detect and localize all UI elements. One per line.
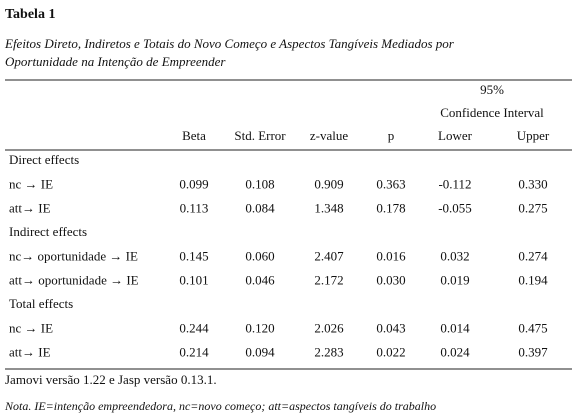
cell: 0.214 xyxy=(179,344,209,359)
column-header: Std. Error xyxy=(234,128,286,143)
row-label: att→ IE xyxy=(9,200,51,215)
cell: 0.016 xyxy=(376,248,406,263)
cell: 0.397 xyxy=(518,344,548,359)
ci-top: 95% xyxy=(480,82,504,97)
cell: 0.275 xyxy=(518,200,547,215)
cell: 0.032 xyxy=(440,248,469,263)
subtitle: Oportunidade na Intenção de Empreender xyxy=(5,54,226,69)
section-label: Indirect effects xyxy=(9,224,87,239)
column-header: Upper xyxy=(517,128,550,143)
cell: 0.084 xyxy=(245,200,275,215)
cell: 0.060 xyxy=(245,248,274,263)
cell: 2.172 xyxy=(314,272,343,287)
row-label: nc→ oportunidade → IE xyxy=(9,248,138,263)
cell: 0.178 xyxy=(376,200,405,215)
cell: 0.330 xyxy=(518,176,547,191)
section-label: Total effects xyxy=(9,296,73,311)
cell: 0.046 xyxy=(245,272,275,287)
cell: 0.363 xyxy=(376,176,405,191)
cell: 0.120 xyxy=(245,320,274,335)
column-header: Beta xyxy=(182,128,206,143)
row-label: nc → IE xyxy=(9,176,53,191)
cell: 0.099 xyxy=(179,176,208,191)
cell: 0.909 xyxy=(314,176,343,191)
cell: 2.407 xyxy=(314,248,344,263)
cell: 1.348 xyxy=(314,200,343,215)
cell: 2.283 xyxy=(314,344,343,359)
column-header: z-value xyxy=(310,128,348,143)
row-label: att→ oportunidade → IE xyxy=(9,272,139,287)
cell: 0.194 xyxy=(518,272,548,287)
cell: 0.019 xyxy=(440,272,469,287)
cell: 0.094 xyxy=(245,344,275,359)
ci-label: Confidence Interval xyxy=(440,105,544,120)
cell: 0.030 xyxy=(376,272,405,287)
cell: 0.475 xyxy=(518,320,547,335)
section-label: Direct effects xyxy=(9,152,79,167)
cell: 0.244 xyxy=(179,320,209,335)
column-header: p xyxy=(388,128,395,143)
cell: -0.112 xyxy=(438,176,471,191)
cell: 0.022 xyxy=(376,344,405,359)
cell: 0.024 xyxy=(440,344,470,359)
cell: 2.026 xyxy=(314,320,344,335)
cell: 0.108 xyxy=(245,176,274,191)
column-header: Lower xyxy=(438,128,473,143)
cell: 0.274 xyxy=(518,248,548,263)
source: Jamovi versão 1.22 e Jasp versão 0.13.1. xyxy=(5,372,217,387)
subtitle: Efeitos Direto, Indiretos e Totais do No… xyxy=(4,36,455,51)
cell: 0.043 xyxy=(376,320,405,335)
note: Nota. IE=intenção empreendedora, nc=novo… xyxy=(4,399,436,413)
row-label: nc → IE xyxy=(9,320,53,335)
cell: 0.145 xyxy=(179,248,208,263)
cell: 0.101 xyxy=(179,272,208,287)
cell: 0.113 xyxy=(180,200,209,215)
cell: -0.055 xyxy=(438,200,472,215)
table-title: Tabela 1 xyxy=(5,7,55,22)
cell: 0.014 xyxy=(440,320,470,335)
row-label: att→ IE xyxy=(9,344,51,359)
